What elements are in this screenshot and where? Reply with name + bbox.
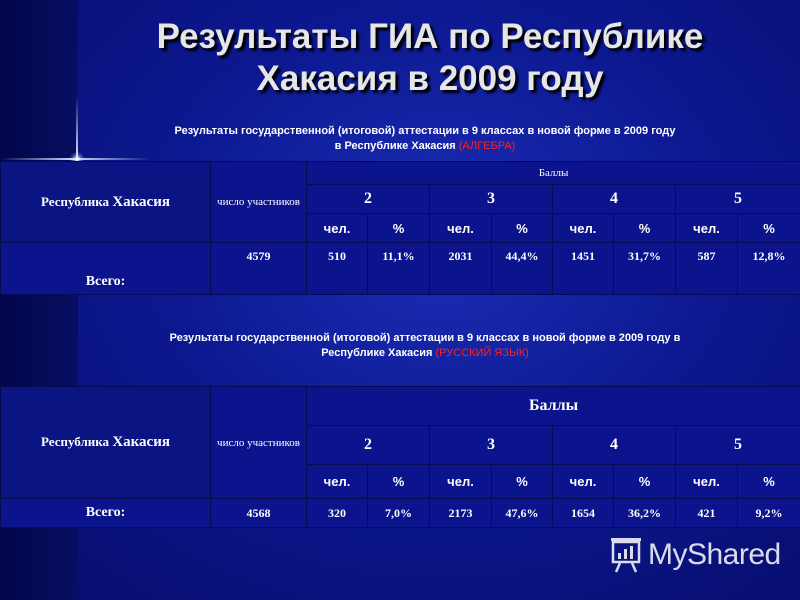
russian-grade-5: 5 xyxy=(674,425,800,465)
algebra-grade-3: 3 xyxy=(429,184,553,214)
algebra-caption: Результаты государственной (итоговой) ат… xyxy=(120,124,730,154)
algebra-participants-count: 4579 xyxy=(210,242,307,295)
russian-value-cell: 36,2% xyxy=(613,498,676,528)
algebra-value-cell: 12,8% xyxy=(736,242,800,295)
algebra-results-table: Республика Хакасия число участников Балл… xyxy=(0,161,800,295)
russian-unit-header: чел. xyxy=(675,464,738,499)
russian-unit-header: чел. xyxy=(552,464,614,499)
presentation-board-icon xyxy=(611,538,641,573)
russian-grade-2: 2 xyxy=(306,425,430,465)
russian-value-cell: 421 xyxy=(675,498,738,528)
algebra-value-cell: 31,7% xyxy=(613,242,676,295)
russian-value-cell: 7,0% xyxy=(367,498,430,528)
algebra-region-name: Хакасия xyxy=(112,193,170,210)
watermark-text: MyShared xyxy=(648,538,781,571)
algebra-value-cell: 2031 xyxy=(429,242,492,295)
russian-caption-line-1: Результаты государственной (итоговой) ат… xyxy=(169,332,681,344)
russian-region-cell: Республика Хакасия xyxy=(0,386,211,499)
algebra-caption-line-1: Результаты государственной (итоговой) ат… xyxy=(174,125,676,137)
algebra-unit-header: % xyxy=(491,213,553,243)
algebra-unit-header: чел. xyxy=(552,213,614,243)
russian-grade-4: 4 xyxy=(552,425,676,465)
algebra-unit-header: % xyxy=(736,213,800,243)
algebra-scores-header: Баллы xyxy=(305,161,800,185)
russian-unit-header: чел. xyxy=(306,464,368,499)
algebra-value-cell: 1451 xyxy=(552,242,614,295)
russian-unit-header: % xyxy=(367,464,430,499)
algebra-unit-header: % xyxy=(367,213,430,243)
algebra-region-prefix: Республика xyxy=(41,193,110,209)
russian-value-cell: 320 xyxy=(306,498,368,528)
algebra-unit-header: чел. xyxy=(306,213,368,243)
algebra-total-label: Всего: xyxy=(0,242,211,295)
russian-participants-count: 4568 xyxy=(210,498,307,528)
algebra-value-cell: 44,4% xyxy=(491,242,553,295)
algebra-unit-header: чел. xyxy=(675,213,738,243)
algebra-region-cell: Республика Хакасия xyxy=(0,161,211,243)
algebra-grade-4: 4 xyxy=(552,184,676,214)
russian-caption-region: Республике Хакасия xyxy=(321,347,433,359)
algebra-grade-5: 5 xyxy=(674,184,800,214)
russian-value-cell: 1654 xyxy=(552,498,614,528)
slide-title: Результаты ГИА по Республике Хакасия в 2… xyxy=(60,16,800,100)
russian-total-row: Всего: 4568 320 7,0% 2173 47,6% 1654 36,… xyxy=(0,498,800,528)
russian-participants-header: число участников xyxy=(210,386,307,499)
algebra-value-cell: 587 xyxy=(675,242,738,295)
russian-unit-header: % xyxy=(491,464,553,499)
algebra-value-cell: 510 xyxy=(306,242,368,295)
russian-grade-3: 3 xyxy=(429,425,553,465)
russian-value-cell: 9,2% xyxy=(736,498,800,528)
myshared-watermark: MyShared xyxy=(608,535,781,575)
algebra-value-cell: 11,1% xyxy=(367,242,430,295)
algebra-unit-header: % xyxy=(613,213,676,243)
russian-caption-line-2: Республике Хакасия (РУССКИЙ ЯЗЫК) xyxy=(120,346,730,361)
algebra-caption-line-2: в Республике Хакасия (АЛГЕБРА) xyxy=(120,139,730,154)
russian-value-cell: 2173 xyxy=(429,498,492,528)
algebra-subject-label: (АЛГЕБРА) xyxy=(458,140,516,152)
russian-results-table: Республика Хакасия число участников Балл… xyxy=(0,386,800,528)
slide-title-line-2: Хакасия в 2009 году xyxy=(256,59,604,98)
algebra-grade-2: 2 xyxy=(306,184,430,214)
russian-unit-header: % xyxy=(736,464,800,499)
russian-unit-header: % xyxy=(613,464,676,499)
algebra-participants-header: число участников xyxy=(210,161,307,243)
russian-region-name: Хакасия xyxy=(112,434,170,450)
russian-value-cell: 47,6% xyxy=(491,498,553,528)
russian-unit-header: чел. xyxy=(429,464,492,499)
algebra-unit-header: чел. xyxy=(429,213,492,243)
russian-region-prefix: Республика xyxy=(41,434,110,449)
russian-caption: Результаты государственной (итоговой) ат… xyxy=(120,331,730,361)
russian-subject-label: (РУССКИЙ ЯЗЫК) xyxy=(435,347,529,359)
algebra-caption-region: в Республике Хакасия xyxy=(334,140,456,152)
russian-total-label: Всего: xyxy=(0,498,211,528)
russian-scores-header: Баллы xyxy=(305,386,800,426)
slide-title-line-1: Результаты ГИА по Республике xyxy=(156,17,704,56)
algebra-total-row: Всего: 4579 510 11,1% 2031 44,4% 1451 31… xyxy=(0,242,800,295)
